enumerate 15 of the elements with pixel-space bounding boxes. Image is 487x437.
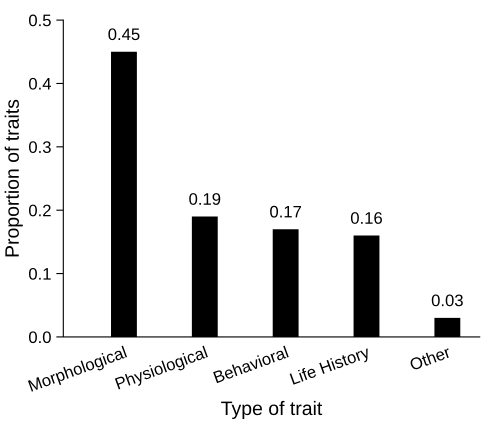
data-label: 0.16 — [350, 212, 382, 224]
x-axis-title: Type of trait — [221, 400, 322, 420]
y-tick-label: 0.1 — [28, 268, 51, 280]
data-label: 0.17 — [270, 206, 302, 218]
x-tick-label: Life History — [289, 345, 372, 388]
data-label: 0.45 — [108, 28, 140, 40]
y-tick-label: 0.5 — [28, 14, 51, 26]
data-label: 0.03 — [432, 294, 463, 306]
y-tick-label: 0.3 — [28, 141, 51, 154]
y-tick-label: 0.4 — [28, 78, 52, 90]
y-axis-title: Proportion of traits — [4, 100, 23, 256]
y-tick-label: 0.2 — [28, 204, 51, 216]
data-label: 0.19 — [189, 193, 220, 205]
y-tick-label: 0.0 — [28, 331, 51, 344]
x-tick-label: Other — [408, 345, 452, 371]
